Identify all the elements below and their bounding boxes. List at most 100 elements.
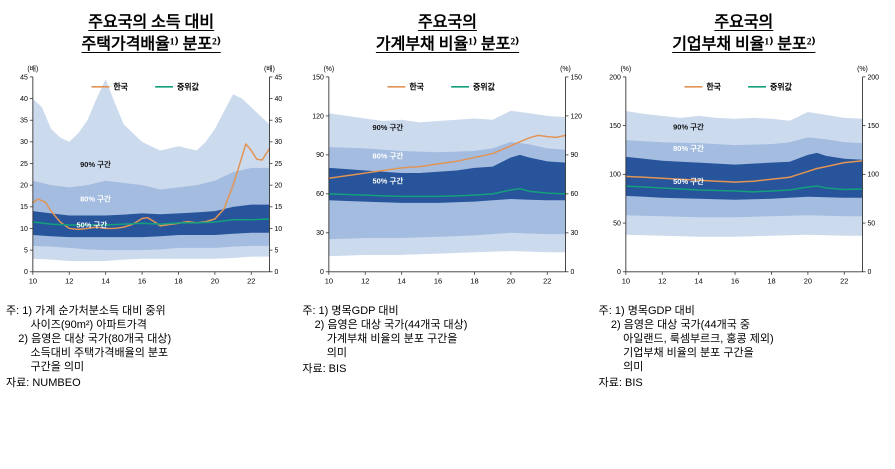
- korea-line: [328, 134, 567, 180]
- y-tick-label-right: 20: [274, 183, 282, 190]
- y-axis-unit-left: (%): [620, 66, 631, 73]
- legend-label-median: 중위값: [770, 82, 793, 92]
- y-tick-label-right: 30: [274, 139, 282, 146]
- y-tick-label-left: 45: [20, 74, 28, 81]
- chart-title-housing: 주요국의 소득 대비 주택가격배율¹⁾ 분포²⁾: [6, 12, 296, 55]
- y-tick-label-right: 120: [571, 113, 583, 120]
- p50-band: [32, 204, 270, 238]
- y-tick-label-left: 60: [316, 191, 324, 198]
- y-tick-label-left: 0: [617, 269, 621, 276]
- legend-label-korea: 한국: [113, 82, 128, 92]
- legend-label-korea: 한국: [410, 82, 425, 92]
- y-tick-label-left: 10: [20, 226, 28, 233]
- y-tick-label-left: 90: [316, 152, 324, 159]
- band-interval-label: 80% 구간: [673, 143, 704, 153]
- median-line: [328, 188, 567, 198]
- y-tick-label-left: 20: [20, 183, 28, 190]
- x-tick-label: 14: [694, 277, 702, 286]
- y-tick-label-left: 100: [609, 172, 621, 179]
- y-tick-label-right: 150: [867, 123, 879, 130]
- legend-label-median: 중위값: [473, 82, 496, 92]
- title-line: 주요국의: [714, 14, 774, 31]
- y-tick-label-right: 0: [274, 269, 278, 276]
- y-tick-label-left: 30: [316, 230, 324, 237]
- y-tick-label-right: 100: [867, 172, 879, 179]
- chart-title-household-debt: 주요국의 가계부채 비율¹⁾ 분포²⁾: [302, 12, 592, 55]
- x-tick-label: 20: [803, 277, 811, 286]
- x-tick-label: 22: [840, 277, 848, 286]
- y-tick-label-right: 5: [274, 248, 278, 255]
- chart-column-housing-price: 주요국의 소득 대비 주택가격배율¹⁾ 분포²⁾ 0 0 5 5 10 10 15 15 20 2…: [6, 12, 296, 391]
- y-axis-unit-right: (%): [560, 66, 571, 73]
- y-tick-label-right: 150: [571, 74, 583, 81]
- x-tick-label: 12: [361, 277, 369, 286]
- y-tick-label-left: 5: [24, 248, 28, 255]
- title-line: 주요국의 소득 대비: [88, 14, 215, 31]
- band-interval-label: 80% 구간: [80, 194, 111, 204]
- y-tick-label-left: 25: [20, 161, 28, 168]
- korea-line: [624, 160, 863, 184]
- y-tick-label-right: 0: [867, 269, 871, 276]
- y-tick-label-right: 60: [571, 191, 579, 198]
- x-tick-label: 16: [138, 277, 146, 286]
- chart-title-corporate-debt: 주요국의 기업부채 비율¹⁾ 분포²⁾: [599, 12, 889, 55]
- x-tick-label: 14: [398, 277, 406, 286]
- y-tick-label-left: 0: [320, 269, 324, 276]
- y-tick-label-right: 30: [571, 230, 579, 237]
- chart-source: 자료: NUMBEO: [6, 377, 81, 390]
- band-interval-label: 90% 구간: [80, 159, 111, 169]
- y-tick-label-right: 45: [274, 74, 282, 81]
- x-tick-label: 20: [507, 277, 515, 286]
- x-tick-label: 10: [325, 277, 333, 286]
- y-tick-label-left: 150: [609, 123, 621, 130]
- y-tick-label-left: 40: [20, 96, 28, 103]
- legend-label-median: 중위값: [177, 82, 200, 92]
- y-tick-label-right: 50: [867, 221, 875, 228]
- x-tick-label: 22: [247, 277, 255, 286]
- median-line: [32, 218, 271, 226]
- x-tick-label: 10: [621, 277, 629, 286]
- x-tick-label: 10: [29, 277, 37, 286]
- y-axis-unit-right: (%): [857, 66, 868, 73]
- y-axis-unit-left: (배): [27, 64, 38, 73]
- chart-source: 자료: BIS: [598, 377, 643, 390]
- legend-label-korea: 한국: [706, 82, 721, 92]
- title-line: 주택가격배율¹⁾ 분포²⁾: [81, 35, 221, 53]
- y-tick-label-left: 0: [24, 269, 28, 276]
- household-debt-ratio-chart: 0 0 30 30 60 60 90 90 120 120 150 150 10 12 14 16 18 20 22…: [313, 66, 583, 286]
- y-tick-label-left: 150: [313, 74, 325, 81]
- title-line: 가계부채 비율¹⁾ 분포²⁾: [375, 35, 520, 53]
- band-interval-label: 90% 구간: [373, 122, 404, 132]
- band-interval-label: 80% 구간: [373, 151, 404, 161]
- x-tick-label: 18: [471, 277, 479, 286]
- y-axis-unit-left: (%): [324, 66, 335, 73]
- chart-column-corporate-debt: 주요국의 기업부채 비율¹⁾ 분포²⁾ 0 0 50 50 100 100 150 150 20…: [599, 12, 889, 391]
- band-interval-label: 50% 구간: [77, 220, 108, 230]
- x-tick-label: 16: [434, 277, 442, 286]
- band-interval-label: 50% 구간: [673, 176, 704, 186]
- corporate-debt-ratio-chart: 0 0 50 50 100 100 150 150 200 200 10 12 14 16 18 20 22 (%…: [609, 66, 879, 286]
- x-tick-label: 12: [658, 277, 666, 286]
- chart-source: 자료: BIS: [302, 363, 347, 376]
- title-line: 주요국의: [418, 14, 477, 31]
- chart-note: 주: 1) 명목GDP 대비 2) 음영은 대상 국가(44개국 대상) 가계부…: [302, 304, 468, 360]
- y-tick-label-right: 200: [867, 74, 879, 81]
- figure-panel: 주요국의 소득 대비 주택가격배율¹⁾ 분포²⁾ 0 0 5 5 10 10 15 15 20 2…: [6, 12, 889, 391]
- y-axis-unit-right: (배): [264, 64, 275, 73]
- x-tick-label: 22: [543, 277, 551, 286]
- y-tick-label-right: 90: [571, 152, 579, 159]
- x-tick-label: 20: [211, 277, 219, 286]
- x-tick-label: 14: [102, 277, 110, 286]
- y-tick-label-left: 35: [20, 118, 28, 125]
- housing-price-ratio-chart: 0 0 5 5 10 10 15 15 20 20 25 25 30 30 35 35 40 40 45 45 10 12…: [20, 64, 282, 286]
- korea-line: [32, 143, 271, 231]
- y-tick-label-right: 40: [274, 96, 282, 103]
- band-interval-label: 50% 구간: [373, 176, 404, 186]
- y-tick-label-right: 10: [274, 226, 282, 233]
- x-tick-label: 18: [174, 277, 182, 286]
- y-tick-label-left: 50: [613, 221, 621, 228]
- x-tick-label: 16: [731, 277, 739, 286]
- chart-note: 주: 1) 명목GDP 대비 2) 음영은 대상 국가(44개국 중 아일랜드,…: [598, 304, 774, 374]
- y-tick-label-left: 30: [20, 139, 28, 146]
- x-tick-label: 12: [65, 277, 73, 286]
